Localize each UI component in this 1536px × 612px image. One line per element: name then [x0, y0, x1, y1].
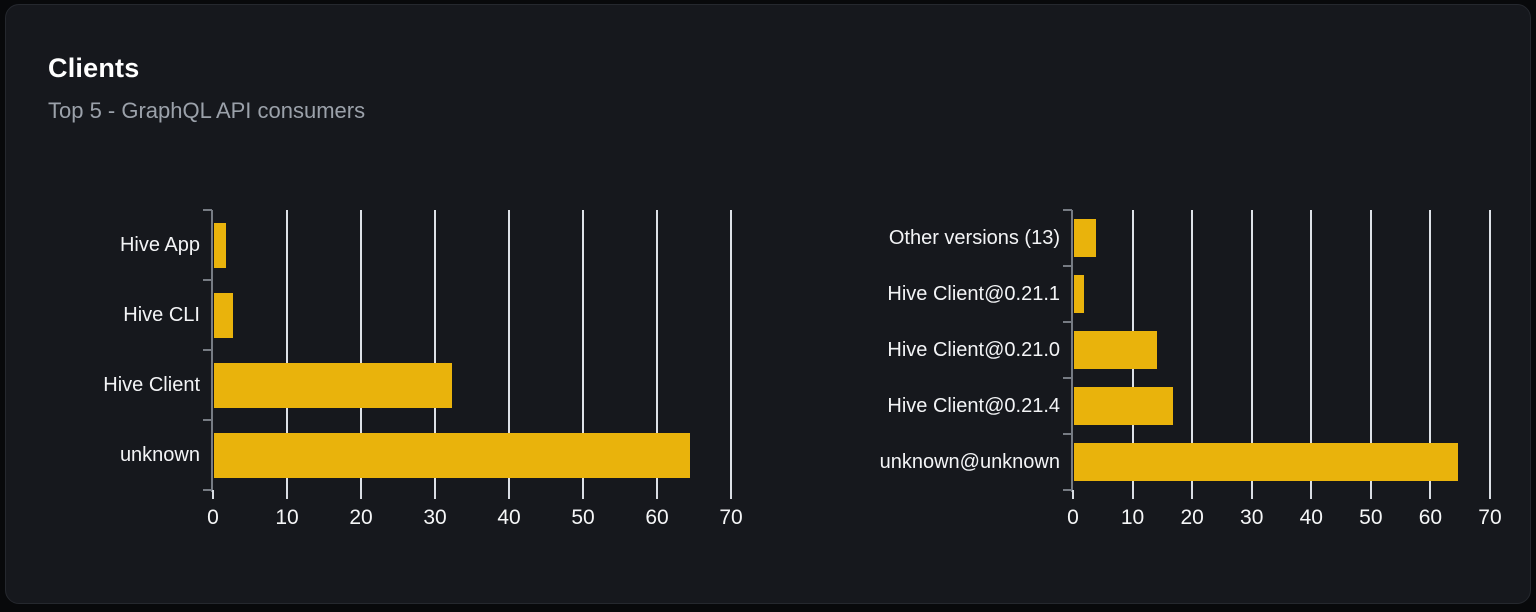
- card-subtitle: Top 5 - GraphQL API consumers: [48, 98, 366, 123]
- y-axis-tick: [203, 489, 212, 491]
- x-tick-label: 30: [423, 506, 447, 529]
- clients-card: Clients Top 5 - GraphQL API consumers: [5, 4, 1531, 604]
- x-axis-tick: [1191, 490, 1194, 499]
- x-axis-tick: [1072, 490, 1074, 499]
- x-axis-tick: [1131, 490, 1134, 499]
- card-title: Clients: [48, 53, 140, 83]
- category-label: Hive Client: [103, 374, 200, 396]
- bar: [1074, 387, 1173, 425]
- gridline: [1250, 210, 1253, 490]
- x-tick-label: 0: [1067, 506, 1079, 529]
- x-axis-tick: [730, 490, 732, 499]
- x-axis-tick: [1369, 490, 1372, 499]
- gridline: [434, 210, 436, 490]
- category-label: Hive Client@0.21.0: [887, 339, 1060, 361]
- y-axis-tick: [1063, 377, 1072, 379]
- y-axis-line: [1071, 210, 1073, 492]
- x-axis-tick: [212, 490, 214, 499]
- bar: [1074, 219, 1097, 257]
- y-axis-tick: [1063, 489, 1072, 491]
- y-axis-tick: [203, 279, 212, 281]
- gridline: [730, 210, 732, 490]
- bar: [1074, 275, 1084, 313]
- x-tick-label: 20: [349, 506, 373, 529]
- bar: [1074, 443, 1458, 481]
- x-tick-label: 40: [497, 506, 521, 529]
- x-axis-tick: [1310, 490, 1313, 499]
- gridline: [360, 210, 362, 490]
- category-label: Hive Client@0.21.4: [887, 395, 1060, 417]
- bar: [214, 362, 452, 408]
- x-tick-label: 20: [1180, 506, 1204, 529]
- x-tick-label: 70: [1478, 506, 1502, 529]
- y-axis-tick: [203, 419, 212, 421]
- gridline: [656, 210, 658, 490]
- x-axis-tick: [360, 490, 362, 499]
- x-tick-label: 60: [645, 506, 669, 529]
- x-axis-tick: [508, 490, 510, 499]
- gridline: [1488, 210, 1491, 490]
- x-tick-label: 60: [1418, 506, 1443, 529]
- category-label: Other versions (13): [888, 227, 1060, 249]
- y-axis-tick: [1063, 209, 1072, 211]
- x-tick-label: 10: [275, 506, 299, 529]
- gridline: [508, 210, 510, 490]
- x-axis-tick: [434, 490, 436, 499]
- gridline: [286, 210, 288, 490]
- x-axis-tick: [1429, 490, 1432, 499]
- gridline: [582, 210, 584, 490]
- y-axis-tick: [1063, 321, 1072, 323]
- category-label: Hive Client@0.21.1: [887, 283, 1060, 305]
- category-label: unknown@unknown: [879, 451, 1060, 473]
- bar: [214, 222, 226, 268]
- y-axis-line: [211, 210, 213, 492]
- x-tick-label: 70: [719, 506, 743, 529]
- bar: [1074, 331, 1157, 369]
- x-tick-label: 10: [1120, 506, 1145, 529]
- category-label: Hive App: [119, 234, 200, 256]
- x-tick-label: 0: [207, 506, 219, 529]
- category-label: Hive CLI: [123, 304, 200, 326]
- gridline: [1310, 210, 1313, 490]
- y-axis-tick: [203, 349, 212, 351]
- bar: [214, 432, 690, 478]
- x-tick-label: 50: [1359, 506, 1383, 529]
- x-axis-tick: [1488, 490, 1491, 499]
- gridline: [1369, 210, 1372, 490]
- x-axis-tick: [1250, 490, 1253, 499]
- category-label: unknown: [119, 444, 200, 466]
- x-tick-label: 30: [1240, 506, 1264, 529]
- x-tick-label: 40: [1299, 506, 1323, 529]
- y-axis-tick: [1063, 265, 1072, 267]
- card-header: Clients Top 5 - GraphQL API consumers: [48, 53, 365, 124]
- gridline: [1191, 210, 1194, 490]
- x-axis-tick: [582, 490, 584, 499]
- y-axis-tick: [1063, 433, 1072, 435]
- x-tick-label: 50: [571, 506, 595, 529]
- gridline: [1429, 210, 1432, 490]
- x-axis-tick: [656, 490, 658, 499]
- bar: [214, 292, 233, 338]
- x-axis-tick: [286, 490, 288, 499]
- y-axis-tick: [203, 209, 212, 211]
